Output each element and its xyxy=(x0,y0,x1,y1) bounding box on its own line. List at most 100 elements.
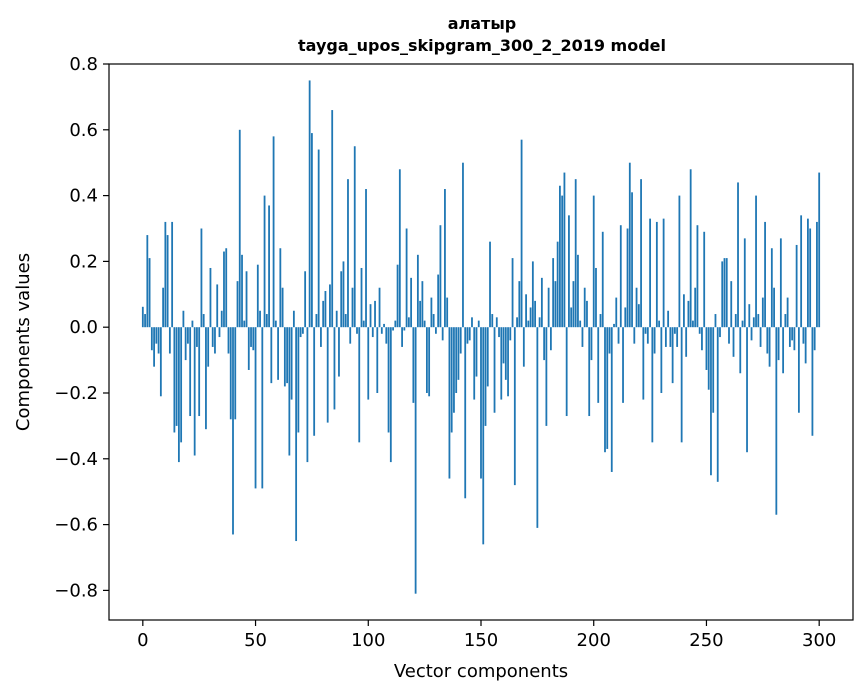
bar xyxy=(642,327,645,400)
bar xyxy=(283,327,286,387)
bar xyxy=(768,327,771,367)
bar xyxy=(292,310,295,328)
bar xyxy=(721,261,724,328)
bar xyxy=(146,235,149,328)
bar xyxy=(552,258,555,328)
bar xyxy=(683,294,685,328)
plot-frame xyxy=(108,63,854,621)
bar xyxy=(211,327,214,347)
bar xyxy=(396,264,399,328)
bar xyxy=(480,327,482,479)
bar xyxy=(484,327,487,426)
bar xyxy=(613,323,615,328)
bar xyxy=(295,327,298,542)
bar xyxy=(615,297,618,328)
bar xyxy=(290,327,293,400)
bar xyxy=(766,327,769,354)
bar xyxy=(707,327,710,390)
bar xyxy=(802,327,805,344)
y-axis-title: Components values xyxy=(13,253,34,431)
bar xyxy=(279,248,282,328)
bar xyxy=(664,327,667,347)
bar xyxy=(712,327,715,413)
x-tick-label: 300 xyxy=(802,630,836,651)
bar xyxy=(493,327,496,413)
bar xyxy=(775,327,778,515)
bar xyxy=(743,238,746,328)
bar xyxy=(816,221,818,328)
bar xyxy=(254,327,257,489)
bar xyxy=(288,327,291,456)
bar xyxy=(619,225,622,328)
bar xyxy=(750,327,753,341)
bar xyxy=(761,297,764,328)
bar xyxy=(162,287,165,328)
bar xyxy=(779,238,782,328)
bar xyxy=(200,228,203,328)
bar xyxy=(561,195,564,328)
bar xyxy=(144,314,146,328)
bar xyxy=(586,300,588,328)
bar xyxy=(351,287,354,328)
bar xyxy=(315,314,318,328)
y-tick-label: 0.8 xyxy=(69,54,98,75)
bar xyxy=(527,320,530,328)
bar xyxy=(229,327,232,420)
bar xyxy=(335,310,338,328)
bar xyxy=(640,179,642,328)
bar xyxy=(757,314,760,328)
bar xyxy=(322,300,325,328)
bar xyxy=(250,327,252,347)
bars-group xyxy=(141,80,821,594)
bar xyxy=(333,327,336,410)
bar xyxy=(601,231,604,328)
bar xyxy=(534,300,537,328)
bar xyxy=(198,327,201,417)
bar xyxy=(462,162,464,328)
bar xyxy=(723,258,726,328)
x-tick-label: 0 xyxy=(137,630,148,651)
bar xyxy=(716,327,719,482)
bar xyxy=(739,327,742,374)
bar xyxy=(525,294,527,328)
bar xyxy=(304,271,307,328)
bar xyxy=(153,327,155,367)
bar xyxy=(398,169,401,328)
bar xyxy=(389,327,392,463)
bar xyxy=(225,248,228,328)
bar xyxy=(626,228,629,328)
bar xyxy=(439,225,442,328)
bar xyxy=(655,221,658,328)
bar xyxy=(570,307,573,328)
x-axis-title: Vector components xyxy=(394,661,568,682)
bar xyxy=(770,248,773,328)
bar xyxy=(247,327,250,370)
bar xyxy=(694,287,697,328)
bar xyxy=(428,327,431,397)
bar xyxy=(263,195,266,328)
bar xyxy=(369,304,372,328)
bar xyxy=(425,327,428,393)
bar xyxy=(813,327,816,351)
bar xyxy=(416,254,419,328)
bar xyxy=(714,314,717,328)
x-tick-label: 250 xyxy=(689,630,723,651)
bar xyxy=(277,327,279,380)
bar xyxy=(326,327,329,423)
bar xyxy=(788,327,791,347)
bar xyxy=(342,261,345,328)
bar xyxy=(286,327,289,384)
bar xyxy=(719,327,721,338)
bar xyxy=(701,327,703,351)
y-tick-label: −0.6 xyxy=(54,515,98,536)
x-axis-ticks: 0 50 100 150 200 250 300 xyxy=(137,620,836,651)
bar xyxy=(549,327,552,351)
bar xyxy=(608,327,611,354)
bar xyxy=(166,235,169,328)
bar xyxy=(412,327,415,403)
bar xyxy=(403,327,406,331)
x-tick-label: 50 xyxy=(244,630,267,651)
bar xyxy=(180,327,183,443)
bar xyxy=(155,327,158,344)
